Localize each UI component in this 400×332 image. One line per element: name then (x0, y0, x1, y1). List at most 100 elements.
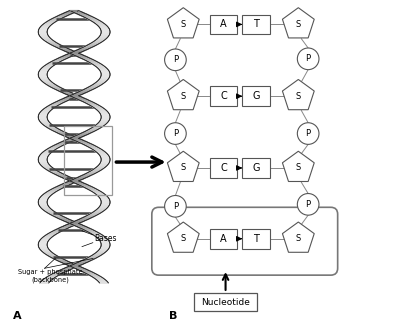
Polygon shape (77, 92, 87, 93)
Polygon shape (40, 249, 49, 250)
Polygon shape (90, 105, 100, 106)
Polygon shape (38, 117, 47, 118)
Polygon shape (80, 48, 90, 49)
Polygon shape (86, 215, 96, 216)
Polygon shape (41, 208, 51, 209)
Polygon shape (40, 164, 49, 165)
Polygon shape (53, 145, 63, 146)
Polygon shape (77, 49, 87, 50)
Polygon shape (62, 141, 72, 142)
Polygon shape (39, 35, 48, 36)
Polygon shape (88, 44, 98, 45)
Circle shape (165, 123, 186, 144)
Polygon shape (100, 240, 109, 241)
Polygon shape (67, 222, 78, 223)
Polygon shape (43, 279, 52, 280)
Polygon shape (56, 101, 66, 102)
Polygon shape (101, 161, 110, 162)
Polygon shape (45, 22, 55, 23)
Polygon shape (88, 172, 97, 173)
Polygon shape (101, 202, 110, 203)
Text: P: P (306, 129, 311, 138)
Circle shape (297, 123, 319, 144)
Polygon shape (101, 32, 110, 33)
Polygon shape (65, 12, 75, 13)
Polygon shape (51, 274, 60, 275)
Polygon shape (78, 142, 89, 143)
Polygon shape (88, 104, 98, 105)
Polygon shape (84, 102, 94, 103)
Polygon shape (92, 42, 101, 43)
Polygon shape (42, 81, 51, 82)
Polygon shape (99, 164, 108, 165)
Polygon shape (101, 244, 110, 245)
Polygon shape (51, 104, 61, 105)
Text: S: S (181, 163, 186, 172)
Polygon shape (66, 179, 76, 180)
Polygon shape (89, 232, 99, 233)
Polygon shape (90, 85, 100, 86)
Polygon shape (53, 173, 63, 174)
Polygon shape (89, 19, 98, 20)
Polygon shape (80, 57, 90, 58)
Bar (64, 126, 112, 195)
Text: Bases: Bases (94, 234, 116, 243)
Polygon shape (84, 272, 94, 273)
Polygon shape (97, 67, 106, 68)
FancyBboxPatch shape (210, 15, 237, 34)
Polygon shape (38, 243, 47, 244)
Polygon shape (43, 194, 52, 195)
Circle shape (297, 48, 319, 70)
Polygon shape (68, 265, 78, 266)
Polygon shape (100, 78, 109, 79)
Polygon shape (41, 123, 51, 124)
Polygon shape (56, 47, 66, 48)
Polygon shape (43, 109, 53, 110)
Polygon shape (75, 140, 85, 141)
Polygon shape (64, 178, 74, 179)
Polygon shape (88, 61, 98, 62)
Polygon shape (41, 196, 50, 197)
Text: Sugar + phosphate
(backbone): Sugar + phosphate (backbone) (18, 269, 83, 283)
Polygon shape (54, 216, 64, 217)
Polygon shape (46, 149, 56, 150)
Polygon shape (39, 156, 48, 157)
Polygon shape (47, 106, 57, 107)
Polygon shape (98, 80, 107, 81)
Polygon shape (71, 11, 81, 12)
Polygon shape (58, 15, 68, 16)
Polygon shape (80, 100, 90, 101)
Polygon shape (93, 22, 103, 23)
Polygon shape (41, 25, 51, 26)
Polygon shape (39, 247, 48, 248)
Circle shape (165, 49, 186, 71)
Polygon shape (40, 112, 49, 113)
Polygon shape (38, 115, 48, 116)
Polygon shape (46, 64, 56, 65)
Polygon shape (90, 213, 100, 214)
Polygon shape (91, 255, 101, 256)
Polygon shape (83, 144, 93, 145)
Polygon shape (39, 77, 48, 78)
Polygon shape (97, 251, 106, 252)
Polygon shape (41, 281, 50, 282)
Polygon shape (40, 122, 50, 123)
Circle shape (165, 196, 186, 217)
Polygon shape (101, 30, 110, 31)
Polygon shape (100, 119, 110, 120)
Polygon shape (99, 239, 108, 240)
Polygon shape (88, 257, 97, 258)
Polygon shape (282, 222, 314, 252)
Text: S: S (181, 92, 186, 101)
Polygon shape (53, 188, 63, 189)
Polygon shape (40, 154, 50, 155)
Polygon shape (52, 215, 62, 216)
Polygon shape (53, 273, 63, 274)
Polygon shape (75, 50, 85, 51)
Polygon shape (62, 13, 72, 14)
Polygon shape (282, 151, 314, 182)
Polygon shape (49, 128, 59, 129)
Polygon shape (88, 87, 98, 88)
Polygon shape (78, 269, 88, 270)
Polygon shape (101, 72, 110, 73)
